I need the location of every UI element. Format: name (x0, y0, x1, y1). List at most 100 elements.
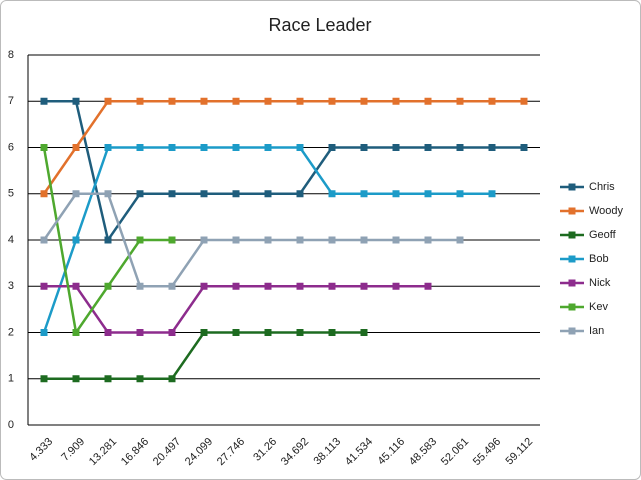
data-point (392, 144, 400, 151)
data-point (200, 329, 208, 336)
data-point (264, 97, 272, 105)
legend-marker (568, 255, 576, 263)
chart-title: Race Leader (268, 15, 371, 35)
data-point (360, 190, 368, 198)
data-point (136, 329, 144, 336)
data-point (200, 282, 208, 290)
data-point (104, 144, 112, 151)
data-point (136, 375, 144, 383)
data-point (520, 144, 528, 151)
data-point (136, 97, 144, 105)
data-point (392, 190, 400, 198)
data-point (40, 97, 48, 105)
legend-label: Nick (589, 277, 611, 289)
data-point (104, 236, 112, 244)
data-point (424, 282, 432, 290)
data-point (264, 236, 272, 244)
data-point (104, 97, 112, 105)
data-point (520, 97, 528, 105)
data-point (392, 282, 400, 290)
data-point (104, 282, 112, 290)
data-point (40, 329, 48, 336)
data-point (232, 97, 240, 105)
data-point (40, 144, 48, 151)
data-point (136, 190, 144, 198)
data-point (72, 144, 80, 151)
data-point (168, 236, 176, 244)
data-point (72, 329, 80, 336)
data-point (360, 329, 368, 336)
legend-label: Ian (589, 325, 604, 337)
series-line (42, 192, 460, 288)
data-point (104, 329, 112, 336)
data-point (328, 190, 336, 198)
y-tick-label: 3 (8, 280, 14, 292)
data-point (200, 236, 208, 244)
data-point (168, 144, 176, 151)
data-point (424, 190, 432, 198)
y-tick-label: 4 (8, 234, 14, 246)
data-point (168, 282, 176, 290)
data-point (392, 97, 400, 105)
data-point (360, 144, 368, 151)
data-point (264, 144, 272, 151)
data-point (456, 97, 464, 105)
legend-label: Geoff (589, 229, 617, 241)
y-tick-label: 5 (8, 188, 14, 200)
data-point (72, 236, 80, 244)
data-point (488, 97, 496, 105)
data-point (424, 236, 432, 244)
data-point (168, 97, 176, 105)
data-point (136, 236, 144, 244)
data-point (72, 375, 80, 383)
data-point (72, 282, 80, 290)
legend-label: Bob (589, 253, 609, 265)
data-point (392, 236, 400, 244)
y-tick-label: 2 (8, 326, 14, 338)
data-point (296, 236, 304, 244)
data-point (360, 282, 368, 290)
data-point (40, 236, 48, 244)
y-tick-label: 7 (8, 95, 14, 107)
data-point (40, 282, 48, 290)
data-point (328, 236, 336, 244)
data-point (168, 190, 176, 198)
data-point (456, 144, 464, 151)
y-tick-label: 6 (8, 141, 14, 153)
data-point (136, 144, 144, 151)
y-tick-label: 8 (8, 49, 14, 61)
data-point (264, 329, 272, 336)
data-point (296, 190, 304, 198)
data-point (200, 144, 208, 151)
data-point (104, 375, 112, 383)
data-point (328, 329, 336, 336)
legend-marker (568, 303, 576, 311)
data-point (136, 282, 144, 290)
data-point (328, 282, 336, 290)
data-point (424, 144, 432, 151)
legend-marker (568, 183, 576, 191)
data-point (328, 144, 336, 151)
data-point (200, 97, 208, 105)
legend-marker (568, 327, 576, 335)
data-point (232, 190, 240, 198)
data-point (296, 144, 304, 151)
data-point (40, 190, 48, 198)
data-point (200, 190, 208, 198)
data-point (264, 282, 272, 290)
legend-label: Kev (589, 301, 608, 313)
data-point (456, 190, 464, 198)
legend-label: Woody (589, 205, 624, 217)
data-point (264, 190, 272, 198)
data-point (296, 329, 304, 336)
series-line (42, 100, 524, 195)
y-tick-label: 1 (8, 373, 14, 385)
data-point (328, 97, 336, 105)
legend-marker (568, 279, 576, 287)
data-point (456, 236, 464, 244)
data-point (360, 236, 368, 244)
data-point (72, 190, 80, 198)
legend-label: Chris (589, 181, 615, 193)
data-point (232, 236, 240, 244)
